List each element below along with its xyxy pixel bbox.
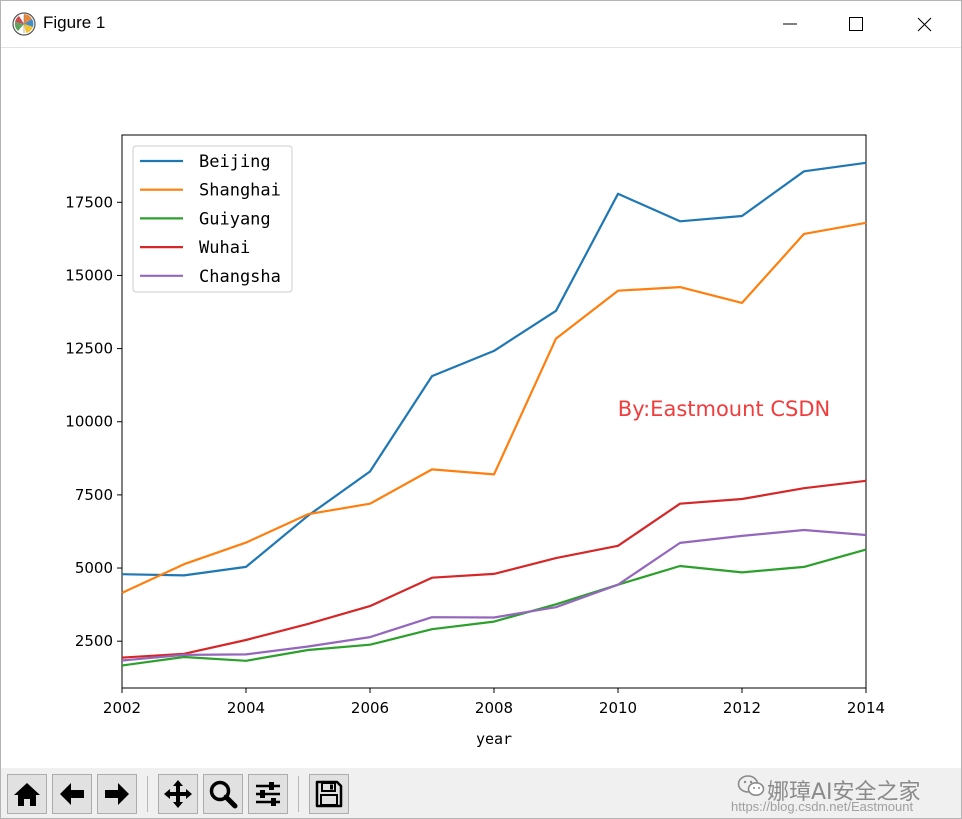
wechat-logo-icon — [737, 775, 765, 796]
y-tick-label: 5000 — [75, 559, 113, 577]
title-bar[interactable]: Figure 1 — [1, 1, 961, 48]
series-line-wuhai — [121, 479, 867, 659]
close-button[interactable] — [901, 1, 947, 47]
arrow-right-icon — [105, 783, 129, 805]
y-tick-label: 2500 — [75, 632, 113, 650]
legend-label-shanghai: Shanghai — [199, 181, 281, 201]
home-button[interactable] — [7, 774, 47, 814]
maximize-icon — [849, 17, 863, 31]
series-line-shanghai — [121, 221, 867, 594]
series-line-guiyang — [121, 548, 867, 667]
magnifier-icon — [209, 780, 238, 809]
x-axis-label: year — [476, 730, 512, 748]
x-tick-label: 2006 — [351, 699, 389, 717]
series-line-beijing — [121, 161, 867, 577]
y-tick-label: 12500 — [65, 340, 113, 358]
y-tick-label: 10000 — [65, 413, 113, 431]
watermark-url: https://blog.csdn.net/Eastmount — [731, 799, 914, 814]
move-icon — [164, 780, 192, 808]
figure-canvas[interactable]: 2002 2004 2006 2008 2010 2012 2014 2500 5000 7500… — [1, 48, 961, 768]
zoom-button[interactable] — [203, 774, 243, 814]
y-tick-label: 17500 — [65, 193, 113, 211]
watermark: 娜璋AI安全之家 https://blog.csdn.net/Eastmount — [731, 774, 957, 814]
navigation-toolbar: 娜璋AI安全之家 https://blog.csdn.net/Eastmount — [1, 768, 961, 818]
toolbar-separator — [298, 776, 299, 812]
x-tick-label: 2004 — [227, 699, 265, 717]
close-icon — [917, 17, 932, 32]
legend-label-changsha: Changsha — [199, 267, 281, 287]
legend-label-beijing: Beijing — [199, 152, 271, 172]
toolbar-separator — [147, 776, 148, 812]
floppy-disk-icon — [315, 780, 343, 808]
y-tick-label: 15000 — [65, 266, 113, 284]
home-icon — [14, 783, 40, 806]
window-title: Figure 1 — [43, 13, 106, 32]
matplotlib-logo-icon — [12, 12, 36, 36]
annotation-text: By:Eastmount CSDN — [618, 397, 830, 421]
series-line-changsha — [121, 528, 867, 662]
x-tick-label: 2002 — [103, 699, 141, 717]
configure-subplots-button[interactable] — [248, 774, 288, 814]
watermark-name: 娜璋AI安全之家 — [767, 780, 921, 805]
minimize-button[interactable] — [767, 1, 813, 47]
save-button[interactable] — [309, 774, 349, 814]
legend-label-guiyang: Guiyang — [199, 209, 271, 229]
sliders-icon — [256, 782, 280, 806]
forward-button[interactable] — [97, 774, 137, 814]
y-tick-label: 7500 — [75, 486, 113, 504]
legend-label-wuhai: Wuhai — [199, 238, 250, 258]
legend: Beijing Shanghai Guiyang Wuhai Changsha — [132, 145, 293, 293]
arrow-left-icon — [60, 783, 84, 805]
minimize-icon — [783, 23, 797, 25]
maximize-button[interactable] — [833, 1, 879, 47]
x-tick-label: 2012 — [723, 699, 761, 717]
x-tick-label: 2010 — [599, 699, 637, 717]
x-tick-label: 2014 — [847, 699, 885, 717]
back-button[interactable] — [52, 774, 92, 814]
pan-button[interactable] — [158, 774, 198, 814]
x-tick-label: 2008 — [475, 699, 513, 717]
line-chart: 2002 2004 2006 2008 2010 2012 2014 2500 5000 7500… — [65, 134, 885, 748]
legend-box — [132, 145, 293, 293]
